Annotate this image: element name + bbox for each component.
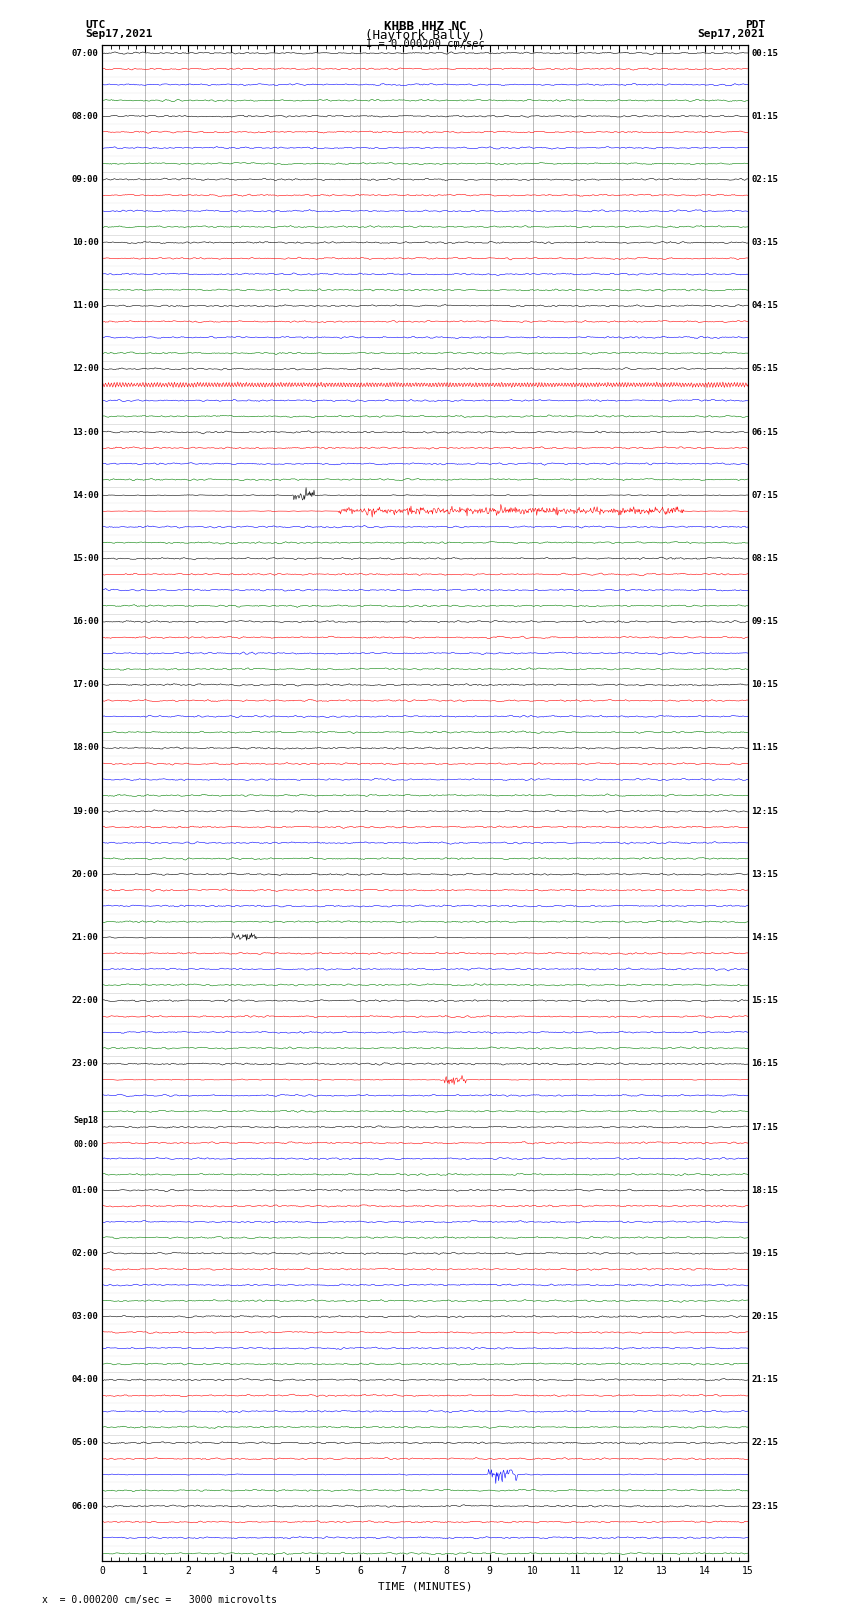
Text: 03:00: 03:00 [72,1311,99,1321]
Text: 10:00: 10:00 [72,239,99,247]
Text: x  = 0.000200 cm/sec =   3000 microvolts: x = 0.000200 cm/sec = 3000 microvolts [42,1595,277,1605]
Text: Sep17,2021: Sep17,2021 [85,29,152,39]
Text: 16:00: 16:00 [72,618,99,626]
Text: 13:00: 13:00 [72,427,99,437]
Text: 12:15: 12:15 [751,806,778,816]
Text: 18:00: 18:00 [72,744,99,753]
Text: 17:00: 17:00 [72,681,99,689]
Text: 02:00: 02:00 [72,1248,99,1258]
Text: 20:15: 20:15 [751,1311,778,1321]
Text: 19:15: 19:15 [751,1248,778,1258]
Text: 14:00: 14:00 [72,490,99,500]
Text: 22:00: 22:00 [72,997,99,1005]
Text: 00:15: 00:15 [751,48,778,58]
Text: 16:15: 16:15 [751,1060,778,1068]
Text: 18:15: 18:15 [751,1186,778,1195]
Text: 21:15: 21:15 [751,1376,778,1384]
Text: 01:15: 01:15 [751,111,778,121]
Text: 01:00: 01:00 [72,1186,99,1195]
Text: 06:15: 06:15 [751,427,778,437]
Text: 14:15: 14:15 [751,932,778,942]
Text: I = 0.000200 cm/sec: I = 0.000200 cm/sec [366,39,484,48]
Text: 17:15: 17:15 [751,1123,778,1132]
Text: 03:15: 03:15 [751,239,778,247]
Text: 04:15: 04:15 [751,302,778,310]
Text: 19:00: 19:00 [72,806,99,816]
Text: 20:00: 20:00 [72,869,99,879]
Text: 09:15: 09:15 [751,618,778,626]
Text: 15:15: 15:15 [751,997,778,1005]
Text: 09:00: 09:00 [72,174,99,184]
Text: 23:15: 23:15 [751,1502,778,1511]
Text: Sep18: Sep18 [74,1116,99,1124]
Text: Sep17,2021: Sep17,2021 [698,29,765,39]
Text: 00:00: 00:00 [74,1140,99,1150]
Text: 05:15: 05:15 [751,365,778,374]
Text: 22:15: 22:15 [751,1439,778,1447]
Text: PDT: PDT [745,19,765,31]
Text: 10:15: 10:15 [751,681,778,689]
Text: 05:00: 05:00 [72,1439,99,1447]
Text: (Hayfork Bally ): (Hayfork Bally ) [365,29,485,42]
Text: 02:15: 02:15 [751,174,778,184]
Text: 06:00: 06:00 [72,1502,99,1511]
Text: 11:15: 11:15 [751,744,778,753]
Text: 04:00: 04:00 [72,1376,99,1384]
Text: 23:00: 23:00 [72,1060,99,1068]
Text: 11:00: 11:00 [72,302,99,310]
Text: 07:00: 07:00 [72,48,99,58]
Text: 08:15: 08:15 [751,553,778,563]
Text: 08:00: 08:00 [72,111,99,121]
X-axis label: TIME (MINUTES): TIME (MINUTES) [377,1582,473,1592]
Text: 15:00: 15:00 [72,553,99,563]
Text: 12:00: 12:00 [72,365,99,374]
Text: 21:00: 21:00 [72,932,99,942]
Text: KHBB HHZ NC: KHBB HHZ NC [383,19,467,34]
Text: 07:15: 07:15 [751,490,778,500]
Text: 13:15: 13:15 [751,869,778,879]
Text: UTC: UTC [85,19,105,31]
